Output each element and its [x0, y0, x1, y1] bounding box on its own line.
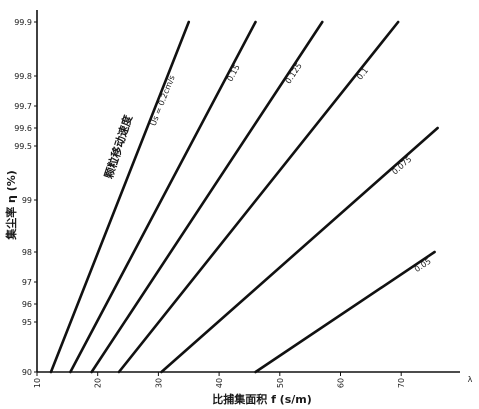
y-tick-label: 99.7: [14, 102, 32, 111]
x-tick-label: 60: [337, 378, 346, 388]
y-tick-label: 95: [22, 318, 32, 327]
series-label: 0.15: [225, 63, 241, 83]
x-tick-label: 70: [397, 378, 406, 388]
x-tick-label: 40: [215, 378, 224, 388]
y-ticks: 90 95 96 97 98 99 99.5 99.6 99.7 99.8 99.9: [14, 18, 37, 377]
y-tick-label: 96: [22, 300, 32, 309]
series-label: 0.1: [355, 66, 370, 82]
y-tick-label: 99.5: [14, 142, 32, 151]
series-line: [69, 20, 257, 374]
series-line: [117, 20, 400, 374]
series-lines: [49, 20, 439, 374]
y-tick-label: 99.6: [14, 124, 32, 133]
y-tick-label: 99.9: [14, 18, 32, 27]
y-axis-label: 集尘率 η (%): [4, 170, 18, 241]
y-tick-label: 98: [22, 248, 32, 257]
series-line: [90, 20, 324, 374]
x-tick-label: 20: [94, 378, 103, 388]
series-line: [160, 126, 439, 374]
series-line: [49, 20, 191, 374]
y-tick-label: 99.8: [14, 72, 32, 81]
series-label: 0.05: [413, 257, 433, 274]
x-ticks: 10 20 30 40 50 60 70: [33, 372, 406, 388]
y-tick-label: 97: [22, 278, 32, 287]
series-label: Us = 0.2cm/s: [149, 74, 177, 127]
axes: [36, 10, 460, 373]
y-tick-label: 90: [22, 368, 32, 377]
x-tick-label: 10: [33, 378, 42, 388]
x-axis-end-label: λ: [468, 375, 473, 384]
x-tick-label: 30: [154, 378, 163, 388]
series-line: [254, 250, 436, 374]
x-axis-label: 比捕集面积 f (s/m): [212, 392, 312, 406]
y-tick-label: 99: [22, 196, 32, 205]
series-label: 0.125: [284, 61, 304, 85]
x-tick-label: 50: [276, 378, 285, 388]
